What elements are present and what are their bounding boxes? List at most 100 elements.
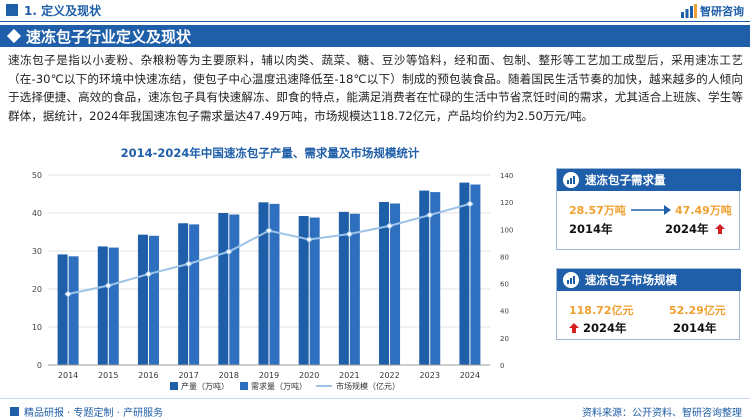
legend-swatch (240, 382, 248, 390)
demand-to-value: 47.49万吨 (675, 204, 732, 217)
x-tick-label: 2021 (339, 371, 359, 380)
brand-logo: 智研咨询 (681, 3, 744, 19)
x-tick-label: 2020 (299, 371, 319, 380)
title-banner: 速冻包子行业定义及现状 (0, 25, 750, 47)
left-tick-label: 40 (32, 209, 42, 218)
right-tick-label: 80 (500, 253, 509, 261)
demand-from-year: 2014年 (569, 222, 613, 236)
market-to-value: 52.29亿元 (669, 304, 726, 317)
logo-text: 智研咨询 (700, 5, 744, 18)
legend-label: 需求量（万吨） (251, 381, 307, 391)
x-tick-label: 2019 (259, 371, 279, 380)
logo-icon (681, 4, 697, 18)
legend-label: 产量（万吨） (181, 381, 229, 391)
bar-demand (108, 247, 119, 365)
demand-card: 速冻包子需求量 28.57万吨 47.49万吨 2014年 2024年 (556, 168, 741, 250)
line-point (305, 235, 313, 244)
combo-chart: 0 10 20 30 40 50 0 20 40 60 80 100 120 140 2014 2015 201… (32, 171, 514, 391)
diamond-icon (6, 28, 22, 44)
left-tick-label: 0 (37, 361, 42, 370)
footer-divider (0, 398, 750, 399)
line-point (385, 222, 394, 230)
bar-production (298, 216, 309, 365)
chart-icon (563, 272, 579, 288)
right-tick-label: 140 (500, 172, 513, 180)
demand-to-year: 2024年 (665, 222, 709, 236)
bar-demand (189, 224, 200, 365)
right-tick-label: 20 (500, 335, 509, 343)
page-title: 速冻包子行业定义及现状 (26, 28, 192, 46)
bar-production (57, 254, 68, 365)
line-point (184, 260, 193, 268)
x-tick-label: 2023 (420, 371, 440, 380)
left-tick-label: 10 (32, 323, 42, 332)
market-card: 速冻包子市场规模 118.72亿元 52.29亿元 2024年 2014年 (556, 268, 741, 340)
x-tick-label: 2016 (138, 371, 158, 380)
bar-production (258, 202, 269, 365)
line-point (466, 200, 474, 208)
line-point (64, 290, 72, 298)
footer: 精品研报 · 专题定制 · 产研服务 资料来源：公开资料、智研咨询整理 (0, 398, 750, 420)
line-point (104, 281, 112, 290)
line-point (265, 226, 273, 235)
bar-production (379, 201, 390, 365)
market-from-year: 2024年 (583, 321, 627, 335)
demand-from-value: 28.57万吨 (569, 204, 626, 217)
bar-demand (430, 192, 441, 365)
bar-demand (148, 235, 159, 365)
market-to-year: 2014年 (673, 321, 717, 335)
section-marker-icon (6, 4, 18, 16)
source-note: 资料来源：公开资料、智研咨询整理 (582, 408, 742, 419)
bar-production (459, 182, 470, 365)
right-tick-label: 0 (500, 362, 504, 370)
x-tick-label: 2024 (460, 371, 480, 380)
left-tick-label: 20 (32, 285, 42, 294)
card-header: 速冻包子市场规模 (557, 269, 741, 291)
footer-marker-icon (10, 407, 19, 416)
x-tick-label: 2018 (219, 371, 239, 380)
bar-production (218, 213, 229, 365)
bar-demand (229, 214, 240, 365)
top-header: 1. 定义及现状 智研咨询 (0, 0, 750, 22)
line-point (144, 270, 153, 278)
x-tick-label: 2015 (98, 371, 118, 380)
card-title: 速冻包子市场规模 (585, 273, 677, 287)
card-header: 速冻包子需求量 (557, 169, 741, 191)
line-point (426, 211, 434, 219)
up-arrow-icon (715, 224, 725, 234)
bar-demand (390, 203, 401, 365)
line-market-size (67, 202, 471, 296)
footer-tagline: 精品研报 · 专题定制 · 产研服务 (24, 408, 164, 419)
left-tick-label: 50 (32, 171, 42, 180)
bar-demand (68, 256, 79, 365)
chart-title: 2014-2024年中国速冻包子产量、需求量及市场规模统计 (120, 146, 420, 160)
bar-demand (309, 217, 320, 365)
arrow-right-icon (631, 205, 671, 215)
chart-icon (563, 172, 579, 188)
bar-demand (470, 184, 481, 365)
legend-swatch (170, 382, 178, 390)
up-arrow-icon (569, 323, 579, 333)
market-from-value: 118.72亿元 (569, 304, 634, 317)
bar-production (97, 246, 108, 365)
right-tick-label: 60 (500, 281, 509, 289)
bar-demand (349, 213, 360, 365)
bar-demand (269, 203, 280, 365)
right-tick-label: 40 (500, 308, 509, 316)
definition-paragraph: 速冻包子是指以小麦粉、杂粮粉等为主要原料，辅以肉类、蔬菜、糖、豆沙等馅料，经和面… (8, 53, 743, 123)
line-point (225, 247, 233, 256)
x-tick-label: 2014 (58, 371, 78, 380)
section-title: 1. 定义及现状 (24, 4, 102, 18)
header-divider (0, 21, 750, 22)
x-tick-label: 2017 (178, 371, 198, 380)
line-point (345, 230, 354, 238)
legend-label: 市场规模（亿元） (336, 381, 400, 391)
bar-production (338, 211, 349, 365)
card-title: 速冻包子需求量 (585, 173, 666, 187)
x-tick-label: 2022 (379, 371, 399, 380)
right-tick-label: 120 (500, 199, 513, 207)
bar-production (178, 223, 189, 365)
bar-production (137, 234, 148, 365)
right-tick-label: 100 (500, 226, 513, 234)
bar-production (419, 190, 430, 365)
